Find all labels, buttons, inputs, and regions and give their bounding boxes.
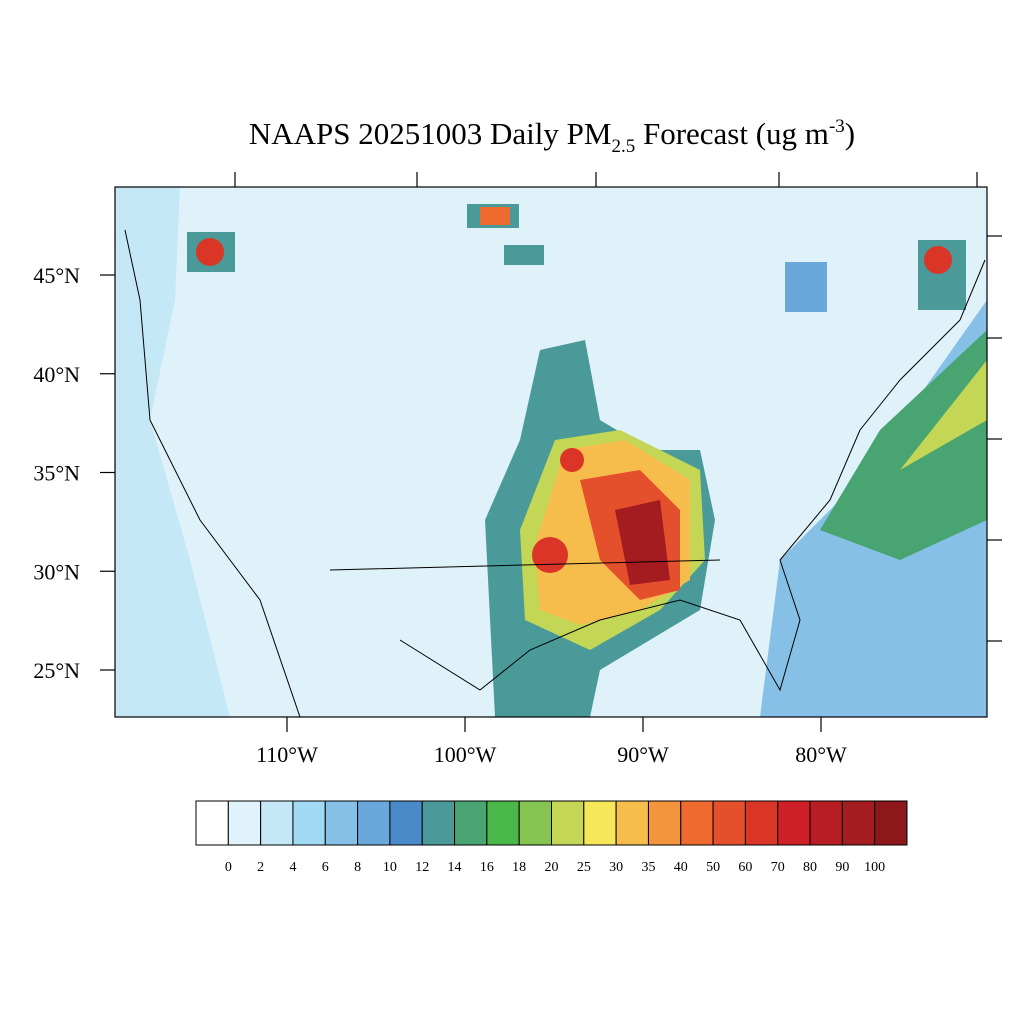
- colorbar-label: 100: [864, 860, 885, 875]
- lon-label: 90°W: [617, 742, 669, 767]
- colorbar-box: [777, 800, 811, 846]
- colorbar-box: [712, 800, 746, 846]
- colorbar-box: [680, 800, 714, 846]
- colorbar-label: 35: [641, 860, 655, 875]
- colorbar-label: 10: [383, 860, 397, 875]
- frame-ticks: [234, 172, 1002, 642]
- colorbar-label: 25: [577, 860, 591, 875]
- colorbar-label: 8: [354, 860, 361, 875]
- colorbar-box: [874, 800, 908, 846]
- colorbar-box: [227, 800, 262, 846]
- colorbar-label: 12: [415, 860, 429, 875]
- colorbar-label: 0: [225, 860, 232, 875]
- colorbar-box: [518, 800, 553, 846]
- lon-label: 100°W: [434, 742, 497, 767]
- colorbar-box: [260, 800, 294, 846]
- colorbar-label: 30: [609, 860, 623, 875]
- lat-label: 45°N: [33, 263, 80, 288]
- colorbar-box: [841, 800, 876, 846]
- map-frame: [114, 186, 988, 718]
- colorbar-box: [583, 800, 617, 846]
- title-rest: Forecast (ug m: [635, 116, 829, 151]
- colorbar-box: [421, 800, 456, 846]
- colorbar-box: [454, 800, 488, 846]
- colorbar-label: 70: [771, 860, 785, 875]
- lat-label: 25°N: [33, 658, 80, 683]
- colorbar-label: 50: [706, 860, 720, 875]
- colorbar-box: [551, 800, 585, 846]
- colorbar-label: 4: [289, 860, 296, 875]
- colorbar-box: [744, 800, 779, 846]
- title-sup: -3: [829, 116, 845, 137]
- colorbar-box: [292, 800, 326, 846]
- map-field: [115, 187, 987, 717]
- title: NAAPS 20251003 Daily PM2.5 Forecast (ug …: [249, 116, 855, 157]
- lon-label: 110°W: [256, 742, 318, 767]
- colorbar-box: [324, 800, 359, 846]
- colorbar-label: 60: [738, 860, 752, 875]
- colorbar-label: 20: [545, 860, 559, 875]
- lat-label: 30°N: [33, 559, 80, 584]
- lat-label: 40°N: [33, 362, 80, 387]
- colorbar-label: 18: [512, 860, 526, 875]
- colorbar-label: 90: [835, 860, 849, 875]
- colorbar-label: 40: [674, 860, 688, 875]
- title-end: ): [845, 116, 855, 151]
- colorbar-label: 6: [322, 860, 329, 875]
- colorbar-box: [357, 800, 391, 846]
- colorbar-box: [647, 800, 682, 846]
- colorbar-box: [615, 800, 649, 846]
- colorbar-label: 80: [803, 860, 817, 875]
- title-sub: 2.5: [611, 136, 635, 157]
- colorbar-label: 16: [480, 860, 494, 875]
- colorbar-label: 14: [448, 860, 462, 875]
- lon-label: 80°W: [795, 742, 847, 767]
- lat-label: 35°N: [33, 461, 80, 486]
- colorbar-box: [195, 800, 229, 846]
- colorbar-box: [809, 800, 843, 846]
- colorbar-box: [486, 800, 520, 846]
- colorbar-label: 2: [257, 860, 264, 875]
- title-main: NAAPS 20251003 Daily PM: [249, 116, 612, 151]
- colorbar-box: [389, 800, 423, 846]
